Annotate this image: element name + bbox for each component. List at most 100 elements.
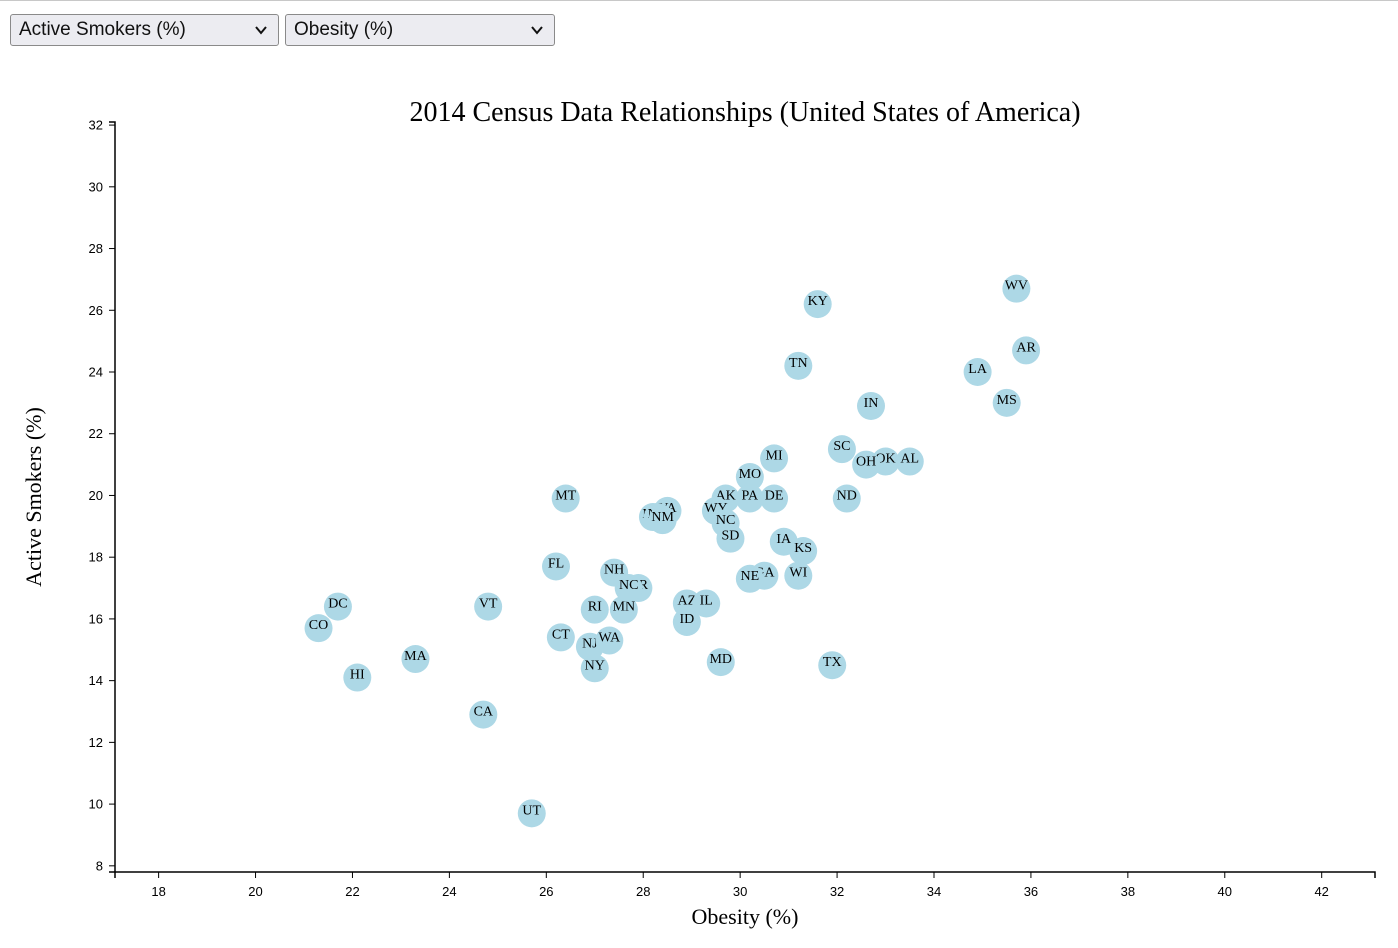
scatter-point[interactable]: MT [551, 484, 580, 513]
point-circle[interactable] [784, 561, 813, 590]
scatter-point[interactable]: MO [735, 462, 764, 491]
scatter-point[interactable]: ID [672, 608, 701, 636]
scatter-point[interactable]: LA [963, 358, 992, 386]
point-circle[interactable] [474, 592, 503, 621]
point-label: IA [776, 532, 792, 547]
scatter-point[interactable]: MD [706, 648, 735, 677]
scatter-point[interactable]: SD [716, 524, 745, 553]
point-circle[interactable] [857, 391, 885, 420]
scatter-point[interactable]: NY [580, 654, 609, 683]
point-circle[interactable] [827, 435, 856, 464]
x-axis-select-value: Obesity (%) [294, 19, 394, 40]
x-tick-label: 38 [1121, 884, 1135, 899]
point-circle[interactable] [735, 462, 764, 491]
point-circle[interactable] [789, 537, 818, 566]
point-label: MS [997, 393, 1017, 408]
point-label: TN [789, 356, 808, 371]
scatter-point[interactable]: TN [784, 351, 813, 380]
point-circle[interactable] [672, 608, 701, 636]
point-circle[interactable] [784, 351, 813, 380]
scatter-point[interactable]: TX [818, 651, 847, 680]
point-circle[interactable] [803, 290, 832, 319]
point-circle[interactable] [735, 484, 764, 513]
point-circle[interactable] [716, 524, 745, 553]
point-circle[interactable] [895, 447, 924, 476]
scatter-point[interactable]: KS [789, 537, 818, 566]
scatter-point[interactable]: NE [735, 564, 764, 593]
point-circle[interactable] [517, 799, 546, 828]
y-tick-label: 10 [89, 797, 103, 812]
point-circle[interactable] [1002, 274, 1031, 303]
scatter-point[interactable]: UT [517, 799, 546, 828]
scatter-point[interactable]: RI [580, 595, 609, 624]
scatter-point[interactable]: SC [827, 435, 856, 464]
point-circle[interactable] [580, 654, 609, 683]
point-label: NE [741, 569, 760, 584]
scatter-point[interactable]: HI [343, 663, 372, 692]
x-axis-select[interactable]: Obesity (%) [285, 14, 555, 46]
point-label: NM [651, 510, 674, 525]
point-circle[interactable] [542, 552, 570, 581]
scatter-point[interactable]: CT [546, 623, 575, 652]
scatter-point[interactable]: MN [609, 595, 638, 624]
scatter-point[interactable]: WV [1002, 274, 1031, 303]
point-circle[interactable] [323, 592, 352, 621]
point-circle[interactable] [609, 595, 638, 624]
scatter-point[interactable]: MI [760, 444, 789, 473]
scatter-point[interactable]: VT [474, 592, 503, 621]
point-circle[interactable] [706, 648, 735, 677]
scatter-point[interactable]: AL [895, 447, 924, 476]
point-circle[interactable] [343, 663, 372, 692]
point-circle[interactable] [692, 589, 721, 618]
x-tick-label: 28 [636, 884, 650, 899]
x-axis-label: Obesity (%) [692, 904, 799, 929]
point-circle[interactable] [832, 484, 861, 513]
point-circle[interactable] [469, 700, 498, 729]
scatter-point[interactable]: PA [735, 484, 764, 513]
point-circle[interactable] [614, 574, 643, 603]
point-circle[interactable] [551, 484, 580, 513]
point-circle[interactable] [595, 626, 624, 655]
point-circle[interactable] [760, 444, 789, 473]
point-circle[interactable] [546, 623, 575, 652]
point-circle[interactable] [648, 506, 677, 535]
point-circle[interactable] [818, 651, 847, 680]
y-axis-select[interactable]: Active Smokers (%) [10, 14, 279, 46]
point-label: FL [548, 556, 564, 571]
point-circle[interactable] [760, 484, 789, 513]
scatter-point[interactable]: IL [692, 589, 721, 618]
x-tick-label: 22 [345, 884, 359, 899]
scatter-point[interactable]: AR [1012, 336, 1041, 365]
scatter-point[interactable]: NM [648, 506, 677, 535]
scatter-point[interactable]: NC [614, 574, 643, 603]
point-circle[interactable] [852, 450, 881, 479]
point-circle[interactable] [401, 645, 430, 674]
y-tick-label: 22 [89, 426, 103, 441]
point-circle[interactable] [1012, 336, 1041, 365]
point-circle[interactable] [963, 358, 992, 386]
scatter-point[interactable]: CA [469, 700, 498, 729]
scatter-point[interactable]: FL [542, 552, 570, 581]
scatter-point[interactable]: OH [852, 450, 881, 479]
scatter-point[interactable]: ND [832, 484, 861, 513]
scatter-point[interactable]: CO [304, 614, 333, 643]
scatter-point[interactable]: DC [323, 592, 352, 621]
scatter-point[interactable]: IN [857, 391, 885, 420]
point-circle[interactable] [580, 595, 609, 624]
x-tick-label: 36 [1024, 884, 1038, 899]
point-circle[interactable] [735, 564, 764, 593]
x-tick-label: 18 [151, 884, 165, 899]
scatter-point[interactable]: MA [401, 645, 430, 674]
y-tick-label: 14 [89, 673, 103, 688]
point-circle[interactable] [992, 388, 1021, 417]
point-circle[interactable] [304, 614, 333, 643]
scatter-point[interactable]: MS [992, 388, 1021, 417]
scatter-point[interactable]: WI [784, 561, 813, 590]
scatter-point[interactable]: KY [803, 290, 832, 319]
point-label: ND [837, 489, 857, 504]
scatter-point[interactable]: DE [760, 484, 789, 513]
point-label: NC [716, 513, 735, 528]
point-label: DE [765, 489, 784, 504]
scatter-point[interactable]: WA [595, 626, 624, 655]
point-label: MT [555, 489, 576, 504]
